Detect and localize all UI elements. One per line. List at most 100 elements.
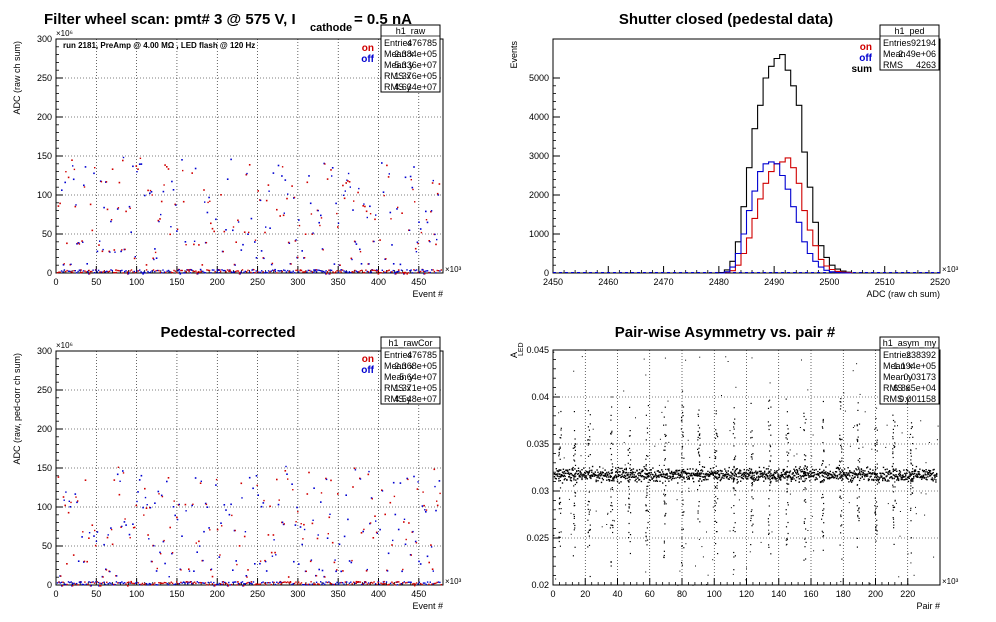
raw-point-low [202, 270, 204, 273]
rawcor-point-off [171, 552, 173, 555]
asym-spike-point [573, 513, 575, 516]
raw-point-low [388, 269, 390, 271]
raw-point-low [370, 271, 373, 273]
asym-spike-point [751, 509, 753, 511]
asym-point [756, 479, 759, 481]
rawcor-point-off [168, 576, 170, 578]
asym-point [557, 473, 559, 475]
rawcor-point-low [298, 581, 300, 583]
raw-point-low [315, 271, 318, 273]
raw-point-on [414, 201, 416, 203]
asym-point [919, 468, 921, 470]
raw-point-low [341, 269, 344, 271]
rawcor-point-low [250, 582, 252, 585]
asym-outlier-point [573, 370, 575, 372]
raw-point-off [116, 208, 119, 210]
asym-spike-point [788, 483, 790, 485]
asym-spike-point [910, 480, 912, 482]
asym-point [686, 472, 688, 475]
asym-spike-point [804, 478, 806, 480]
asym-point [866, 475, 869, 477]
asym-point [767, 468, 769, 470]
asym-outlier-point [698, 538, 700, 540]
asym-point [590, 474, 592, 477]
asym-point [923, 470, 925, 472]
asym-point [884, 468, 886, 471]
asym-spike-point [646, 510, 648, 512]
asym-point [758, 476, 761, 478]
asym-spike-point [840, 446, 842, 448]
asym-point [834, 473, 836, 475]
rawcor-point-on [267, 534, 270, 536]
asym-point [907, 480, 910, 483]
raw-point-on [163, 184, 165, 186]
raw-point-low [207, 269, 209, 271]
asym-point [705, 478, 707, 481]
rawcor-plot-area: 0 50 100 150 200 250 300 350 400 4500501001502002… [12, 336, 462, 611]
rawcor-point-off [157, 490, 160, 493]
asym-point [712, 474, 714, 476]
rawcor-point-on [188, 568, 190, 570]
asym-point [862, 472, 864, 474]
raw-point-on [211, 227, 214, 230]
asym-point [797, 473, 800, 475]
rawcor-point-on [192, 503, 194, 505]
rawcor-point-low [184, 582, 186, 585]
rawcor-point-low [118, 582, 120, 584]
raw-point-low [65, 270, 67, 273]
rawcor-point-on [222, 581, 224, 583]
asym-spike-point [681, 476, 683, 478]
raw-point-off [288, 242, 291, 244]
asym-spike-point [665, 434, 667, 437]
asym-point [595, 474, 597, 477]
asym-xtick-label-6: 120 [739, 589, 754, 599]
asym-point [747, 476, 749, 478]
raw-point-low [250, 271, 252, 274]
asym-spike-point [630, 459, 632, 461]
rawcor-point-low [213, 581, 215, 584]
asym-spike-point [560, 531, 562, 533]
asym-outlier-point [592, 428, 594, 430]
raw-point-off [368, 263, 370, 265]
asym-spike-point [574, 438, 576, 440]
asym-point [596, 469, 598, 471]
asym-spike-point [733, 505, 735, 507]
asym-point [842, 478, 844, 480]
rawcor-point-on [308, 471, 310, 474]
raw-title-tail: = 0.5 nA [354, 11, 412, 28]
asym-point [754, 478, 756, 481]
asym-point [792, 472, 794, 474]
asym-spike-point [646, 492, 648, 494]
asym-point [699, 475, 701, 477]
rawcor-point-on [243, 585, 245, 587]
asym-outlier-point [780, 477, 782, 479]
asym-outlier-point [807, 530, 809, 531]
asym-point [834, 476, 836, 479]
rawcor-point-low [351, 583, 353, 585]
rawcor-point-low [202, 582, 204, 584]
asym-point [788, 474, 791, 477]
raw-stats-key-3: RMS x [384, 71, 412, 81]
rawcor-point-low [241, 581, 244, 583]
asym-spike-point [681, 564, 683, 566]
asym-point [802, 470, 804, 473]
asym-xtick-label-8: 160 [803, 589, 818, 599]
asym-point [852, 478, 855, 480]
asym-point [706, 473, 708, 476]
asym-point [809, 475, 811, 477]
raw-point-on [347, 180, 349, 182]
asym-point [666, 474, 668, 476]
asym-ytick-label-1: 0.025 [526, 533, 549, 543]
asym-spike-point [610, 524, 612, 526]
raw-point-low [180, 269, 182, 272]
asym-point [666, 477, 668, 479]
asym-point [725, 471, 728, 474]
rawcor-point-low [350, 581, 352, 583]
rawcor-point-low [398, 581, 400, 583]
asym-spike-point [560, 434, 562, 436]
rawcor-point-on [305, 570, 307, 572]
rawcor-point-low [429, 581, 431, 583]
asym-point [737, 481, 739, 483]
asym-point [759, 470, 761, 473]
asym-point [839, 477, 841, 479]
